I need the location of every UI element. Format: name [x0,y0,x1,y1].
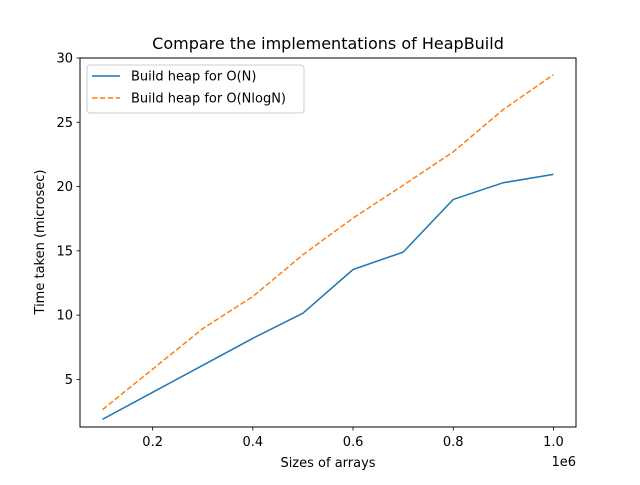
y-tick-label: 20 [56,180,73,195]
x-axis-label: Sizes of arrays [280,456,375,471]
y-axis-label: Time taken (microsec) [33,170,48,316]
y-tick-label: 25 [56,116,73,131]
x-tick-label: 0.4 [243,435,264,450]
y-tick-label: 30 [56,52,73,67]
legend-entries: Build heap for O(N) Build heap for O(Nlog… [92,70,286,107]
legend-label-1: Build heap for O(N) [131,70,256,85]
legend-label-2: Build heap for O(NlogN) [131,92,286,107]
x-tick-label: 0.6 [343,435,364,450]
x-axis-ticks: 0.2 0.4 0.6 0.8 1.0 [142,427,564,450]
x-tick-label: 0.8 [443,435,464,450]
legend: Build heap for O(N) Build heap for O(Nlog… [86,64,305,114]
y-tick-label: 10 [56,309,73,324]
series-line-1 [102,173,554,420]
y-tick-label: 5 [65,373,73,388]
y-tick-label: 15 [56,244,73,259]
legend-box [86,64,305,114]
series-layer [102,74,554,420]
y-axis-ticks: 5 10 15 20 25 30 [56,52,80,388]
x-tick-label: 1.0 [543,435,564,450]
x-axis-offset-label: 1e6 [551,455,576,470]
axes-frame [79,57,577,428]
plot-area [79,57,577,428]
series-line-2 [102,74,554,411]
x-tick-label: 0.2 [142,435,163,450]
chart-title: Compare the implementations of HeapBuild [152,34,504,53]
